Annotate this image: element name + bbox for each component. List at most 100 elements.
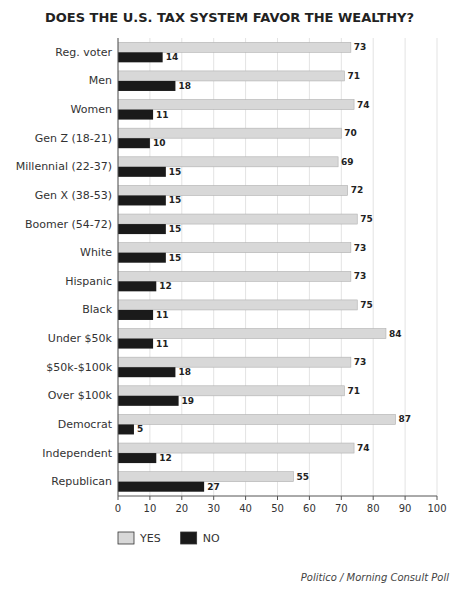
grid bbox=[118, 38, 437, 496]
x-tick bbox=[181, 496, 182, 500]
data-label: 84 bbox=[389, 329, 402, 339]
data-label: 73 bbox=[354, 42, 367, 52]
bar bbox=[118, 128, 341, 138]
source-note: Politico / Morning Consult Poll bbox=[301, 572, 449, 583]
data-label: 11 bbox=[156, 110, 169, 120]
bar bbox=[118, 424, 134, 434]
x-tick-label: 90 bbox=[399, 503, 412, 514]
chart-title: DOES THE U.S. TAX SYSTEM FAVOR THE WEALT… bbox=[45, 10, 414, 25]
bar bbox=[118, 357, 351, 367]
bar bbox=[118, 157, 338, 167]
legend-swatch bbox=[181, 532, 197, 544]
bar bbox=[118, 81, 175, 91]
x-tick-label: 100 bbox=[427, 503, 446, 514]
category-label: White bbox=[80, 246, 112, 259]
grid-line bbox=[437, 38, 438, 496]
bar bbox=[118, 414, 396, 424]
bar bbox=[118, 71, 344, 81]
legend-label: NO bbox=[203, 532, 220, 545]
bar bbox=[118, 453, 156, 463]
bar bbox=[118, 396, 179, 406]
x-tick bbox=[118, 496, 119, 500]
data-label: 15 bbox=[169, 224, 182, 234]
bar bbox=[118, 52, 163, 62]
category-label: Republican bbox=[51, 475, 112, 488]
x-tick bbox=[149, 496, 150, 500]
category-label: Under $50k bbox=[48, 332, 113, 345]
grid-line bbox=[118, 38, 119, 496]
y-axis: Reg. voter Men Women Gen Z (18-21) Millennia… bbox=[16, 38, 118, 496]
bar bbox=[118, 224, 166, 234]
legend-label: YES bbox=[139, 532, 161, 545]
data-label: 73 bbox=[354, 271, 367, 281]
x-tick bbox=[309, 496, 310, 500]
grid-line bbox=[405, 38, 406, 496]
legend: YES NO bbox=[118, 532, 220, 545]
x-tick bbox=[245, 496, 246, 500]
x-tick bbox=[373, 496, 374, 500]
data-label: 71 bbox=[347, 71, 360, 81]
category-label: Democrat bbox=[58, 418, 113, 431]
bar bbox=[118, 482, 204, 492]
category-label: Millennial (22-37) bbox=[16, 160, 112, 173]
category-label: Independent bbox=[42, 447, 112, 460]
data-label: 74 bbox=[357, 443, 370, 453]
x-tick bbox=[341, 496, 342, 500]
data-label: 19 bbox=[182, 396, 195, 406]
data-label: 74 bbox=[357, 100, 370, 110]
data-label: 75 bbox=[360, 300, 373, 310]
bar bbox=[118, 472, 293, 482]
x-tick bbox=[277, 496, 278, 500]
bar bbox=[118, 138, 150, 148]
bar bbox=[118, 42, 351, 52]
bar bbox=[118, 214, 357, 224]
bar bbox=[118, 243, 351, 253]
bar bbox=[118, 310, 153, 320]
category-label: Black bbox=[82, 303, 112, 316]
data-label: 18 bbox=[178, 367, 191, 377]
grid-line bbox=[373, 38, 374, 496]
x-tick-label: 20 bbox=[175, 503, 188, 514]
x-tick-label: 70 bbox=[335, 503, 348, 514]
x-tick-label: 80 bbox=[367, 503, 380, 514]
x-tick-label: 60 bbox=[303, 503, 316, 514]
category-label: Men bbox=[89, 74, 112, 87]
chart-container: DOES THE U.S. TAX SYSTEM FAVOR THE WEALT… bbox=[0, 0, 459, 591]
category-label: Gen Z (18-21) bbox=[35, 132, 112, 145]
x-tick-label: 0 bbox=[115, 503, 121, 514]
category-label: Gen X (38-53) bbox=[35, 189, 112, 202]
data-label: 87 bbox=[399, 414, 412, 424]
data-label: 15 bbox=[169, 253, 182, 263]
bar bbox=[118, 110, 153, 120]
data-label: 18 bbox=[178, 81, 191, 91]
bar bbox=[118, 167, 166, 177]
category-label: Women bbox=[71, 103, 112, 116]
data-label: 15 bbox=[169, 195, 182, 205]
bar bbox=[118, 300, 357, 310]
bar bbox=[118, 339, 153, 349]
data-label: 5 bbox=[137, 424, 143, 434]
x-tick-label: 30 bbox=[207, 503, 220, 514]
y-axis-line bbox=[118, 38, 119, 496]
x-tick bbox=[213, 496, 214, 500]
data-label: 11 bbox=[156, 310, 169, 320]
bar bbox=[118, 281, 156, 291]
legend-swatch bbox=[118, 532, 134, 544]
x-tick-label: 40 bbox=[239, 503, 252, 514]
data-label: 27 bbox=[207, 482, 220, 492]
x-tick-label: 10 bbox=[144, 503, 157, 514]
x-tick bbox=[405, 496, 406, 500]
category-label: Hispanic bbox=[65, 275, 112, 288]
data-label: 14 bbox=[166, 52, 179, 62]
data-label: 71 bbox=[347, 386, 360, 396]
x-tick-label: 50 bbox=[271, 503, 284, 514]
data-labels: 7371747069727573737584737187745514181110… bbox=[137, 42, 411, 491]
data-label: 70 bbox=[344, 128, 357, 138]
bar bbox=[118, 329, 386, 339]
bar bbox=[118, 195, 166, 205]
data-label: 55 bbox=[296, 472, 309, 482]
chart-svg: DOES THE U.S. TAX SYSTEM FAVOR THE WEALT… bbox=[0, 0, 459, 591]
data-label: 75 bbox=[360, 214, 373, 224]
category-label: Reg. voter bbox=[55, 46, 112, 59]
data-label: 12 bbox=[159, 281, 172, 291]
